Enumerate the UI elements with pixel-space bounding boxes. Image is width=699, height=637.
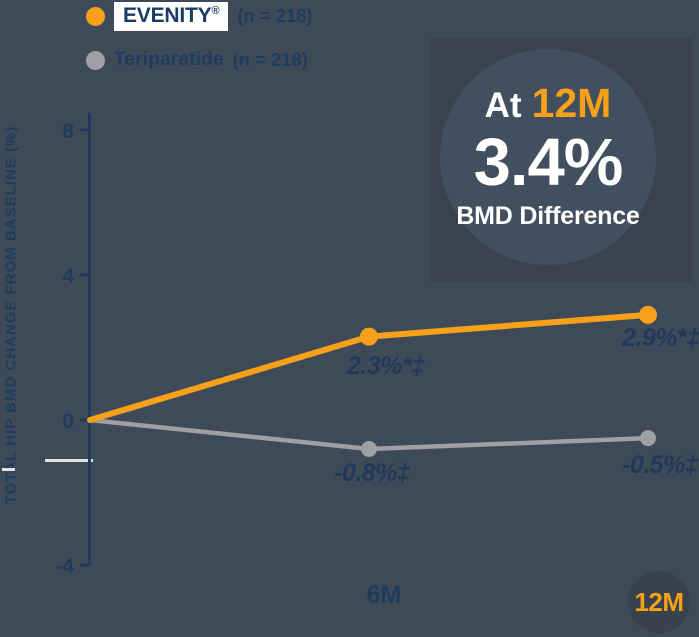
axis-white-dash [2, 468, 15, 471]
series-marker-evenity [639, 305, 657, 324]
callout-value: 3.4% [473, 124, 624, 200]
axis-white-tick [45, 459, 93, 462]
y-tick-label: -4 [55, 555, 74, 578]
evenity-legend-chip: EVENITY® [114, 2, 229, 31]
evenity-12m-value-label: 2.9%*‡ [622, 324, 699, 352]
teriparatide-series-dot-icon [86, 50, 105, 70]
callout-caption: BMD Difference [456, 202, 640, 231]
y-tick-label: 0 [62, 410, 74, 433]
x-tick-6m: 6M [366, 581, 402, 609]
teriparatide-legend-label: Teriparatide [114, 49, 224, 70]
legend-row-evenity: EVENITY® (n = 218) [86, 2, 313, 31]
evenity-legend-n: (n = 218) [237, 6, 313, 26]
callout-at-text: At [484, 85, 522, 125]
y-tick-label: 8 [62, 120, 74, 143]
x-tick-12m-badge: 12M [628, 571, 690, 633]
callout-timepoint: 12M [531, 79, 612, 126]
teriparatide-12m-value-label: -0.5%‡ [622, 451, 699, 479]
y-tick-label: 4 [62, 265, 74, 288]
callout-headline: At 12M [484, 79, 612, 126]
series-marker-teriparatide [361, 441, 377, 457]
teriparatide-legend-n: (n = 218) [232, 49, 309, 70]
legend-row-teriparatide: Teriparatide (n = 218) [86, 49, 308, 71]
series-marker-teriparatide [640, 430, 656, 447]
series-marker-evenity [360, 327, 378, 346]
teriparatide-6m-value-label: -0.8%‡ [334, 459, 411, 487]
callout-circle: At 12M 3.4% BMD Difference [440, 49, 656, 265]
evenity-6m-value-label: 2.3%*‡ [347, 352, 425, 380]
evenity-series-dot-icon [86, 7, 105, 26]
evenity-legend-label: EVENITY® [123, 4, 220, 27]
x-tick-12m-label: 12M [634, 586, 684, 617]
